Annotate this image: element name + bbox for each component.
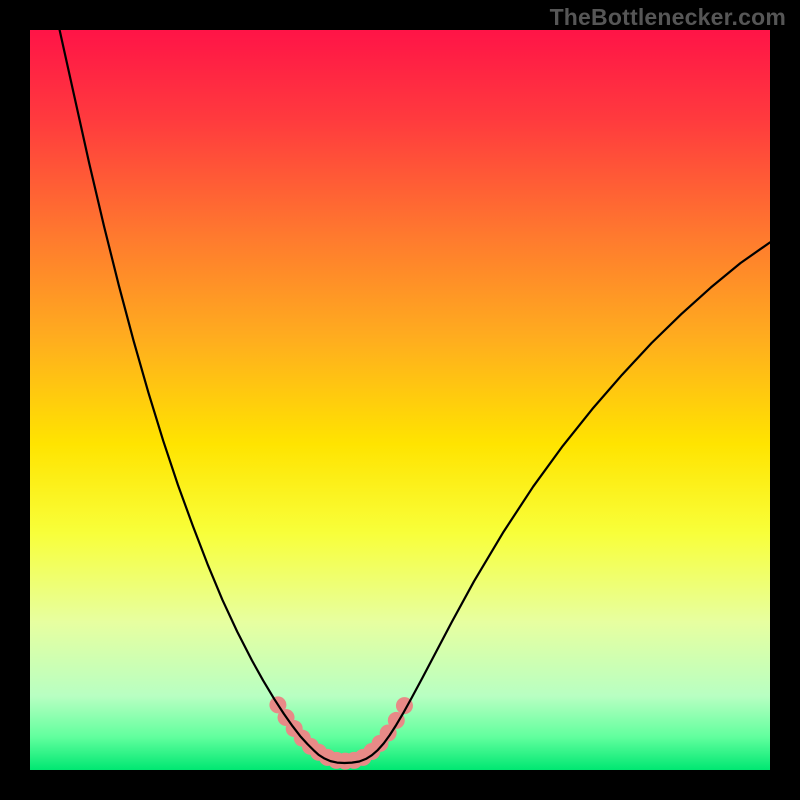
watermark-link[interactable]: TheBottlenecker.com: [550, 4, 786, 31]
plot-svg: [30, 30, 770, 770]
plot-area: [30, 30, 770, 770]
stage: TheBottlenecker.com: [0, 0, 800, 800]
gradient-background: [30, 30, 770, 770]
